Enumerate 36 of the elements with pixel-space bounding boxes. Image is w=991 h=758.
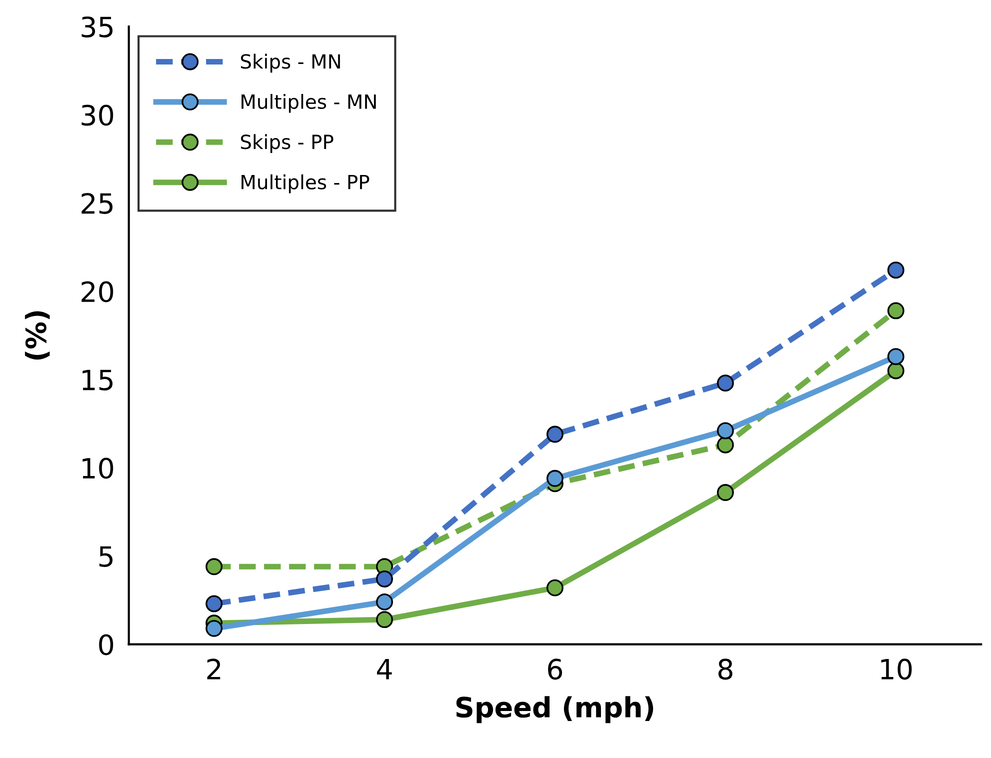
legend-label: Multiples - MN — [242, 94, 376, 113]
point — [376, 570, 393, 588]
point — [887, 348, 904, 366]
y-axis-title: (%) — [24, 311, 50, 360]
point — [376, 611, 393, 628]
y-tick-label: 15 — [82, 370, 113, 390]
y-tick-label: 0 — [99, 634, 114, 656]
x-tick-label: 10 — [881, 658, 912, 680]
point — [887, 362, 904, 380]
x-axis-title: Speed (mph) — [456, 696, 654, 724]
point — [546, 426, 564, 443]
y-tick-label: 25 — [82, 192, 113, 214]
point — [206, 620, 223, 637]
point — [206, 595, 223, 612]
legend-label: Skips - MN — [240, 54, 340, 73]
x-tick-label: 2 — [207, 658, 220, 680]
x-tick-label: 6 — [548, 658, 562, 680]
point — [546, 579, 564, 596]
point — [716, 374, 734, 392]
point — [887, 302, 904, 320]
y-tick-label: 20 — [82, 281, 114, 302]
x-tick-label: 4 — [377, 659, 392, 680]
point — [716, 484, 734, 501]
y-tick-label: 5 — [99, 546, 113, 567]
legend-label: Skips - PP — [240, 134, 334, 153]
point — [546, 470, 564, 487]
y-tick-label: 35 — [82, 16, 113, 38]
y-tick-label: 10 — [82, 458, 114, 479]
point — [206, 558, 223, 576]
point — [716, 422, 734, 440]
x-tick-label: 8 — [718, 658, 732, 680]
legend-label: Multiples - PP — [242, 174, 370, 194]
point — [887, 262, 904, 279]
point — [376, 593, 393, 610]
point — [716, 436, 734, 454]
y-tick-label: 30 — [82, 104, 114, 126]
